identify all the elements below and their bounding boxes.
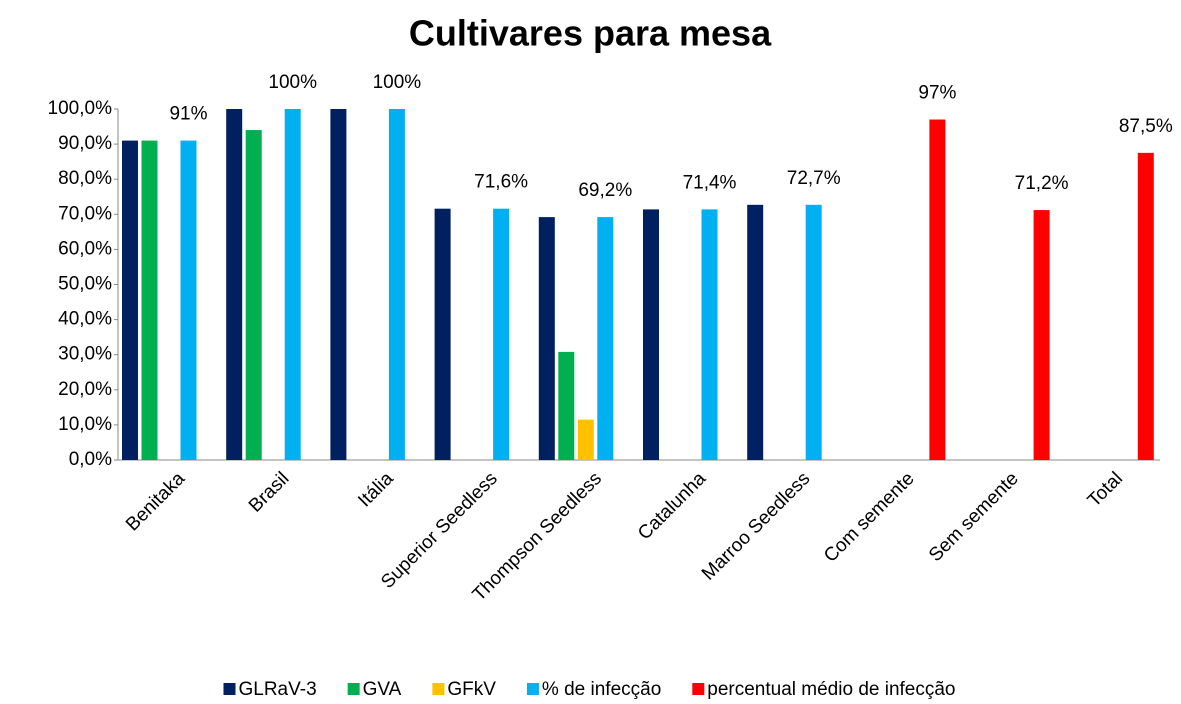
bar (434, 208, 451, 460)
bar (141, 140, 158, 460)
bar (577, 419, 594, 460)
bar (226, 109, 243, 460)
y-tick-label: 30,0% (58, 344, 112, 365)
y-tick-label: 80,0% (58, 168, 112, 189)
data-label: 87,5% (1119, 116, 1173, 137)
bar (284, 109, 301, 460)
bar (643, 209, 659, 460)
y-tick-label: 20,0% (58, 379, 112, 400)
legend-label: percentual médio de infecção (707, 679, 955, 700)
bar (180, 140, 197, 460)
bar (929, 119, 946, 460)
y-tick-label: 70,0% (58, 203, 112, 224)
x-tick-label: Brasil (245, 468, 293, 516)
y-tick-label: 0,0% (69, 449, 112, 470)
bar (1137, 152, 1154, 460)
legend-label: % de infecção (542, 679, 661, 700)
bar (558, 351, 575, 460)
data-label: 97% (918, 83, 956, 104)
bar (538, 217, 555, 460)
data-label: 71,2% (1015, 173, 1069, 194)
bar (597, 217, 614, 460)
legend-label: GLRaV-3 (238, 679, 316, 700)
bar (122, 140, 138, 460)
bar (388, 109, 405, 460)
x-tick-label: Marroo Seedless (698, 468, 814, 584)
y-tick-label: 50,0% (58, 274, 112, 295)
data-label: 69,2% (578, 180, 632, 201)
x-tick-label: Benitaka (122, 468, 189, 535)
y-tick-label: 10,0% (58, 414, 112, 435)
data-label: 100% (373, 72, 422, 93)
bar (747, 204, 764, 460)
data-label: 71,6% (474, 172, 528, 193)
data-label: 72,7% (787, 168, 841, 189)
chart-title: Cultivares para mesa (409, 13, 772, 54)
legend-swatch (347, 683, 360, 695)
y-tick-label: 100,0% (48, 98, 113, 119)
legend-label: GVA (363, 679, 402, 700)
legend-swatch (432, 683, 445, 695)
legend-swatch (223, 683, 236, 695)
x-tick-label: Catalunha (634, 468, 710, 544)
legend-swatch (526, 683, 539, 695)
data-label: 71,4% (683, 172, 737, 193)
y-tick-label: 90,0% (58, 133, 112, 154)
legend-label: GFkV (447, 679, 496, 700)
legend-swatch (692, 683, 705, 695)
bar (1033, 210, 1050, 460)
bar (805, 204, 822, 460)
bar (701, 209, 718, 460)
y-tick-label: 60,0% (58, 238, 112, 259)
x-tick-label: Sem semente (925, 468, 1023, 566)
data-label: 91% (169, 104, 207, 125)
x-tick-label: Com semente (820, 468, 918, 566)
bar (493, 208, 510, 460)
x-tick-label: Itália (354, 468, 398, 512)
x-tick-label: Total (1084, 468, 1127, 511)
y-tick-label: 40,0% (58, 309, 112, 330)
bar (330, 109, 347, 460)
x-tick-label: Superior Seedless (377, 468, 502, 593)
data-label: 100% (268, 72, 317, 93)
bar (245, 130, 262, 460)
